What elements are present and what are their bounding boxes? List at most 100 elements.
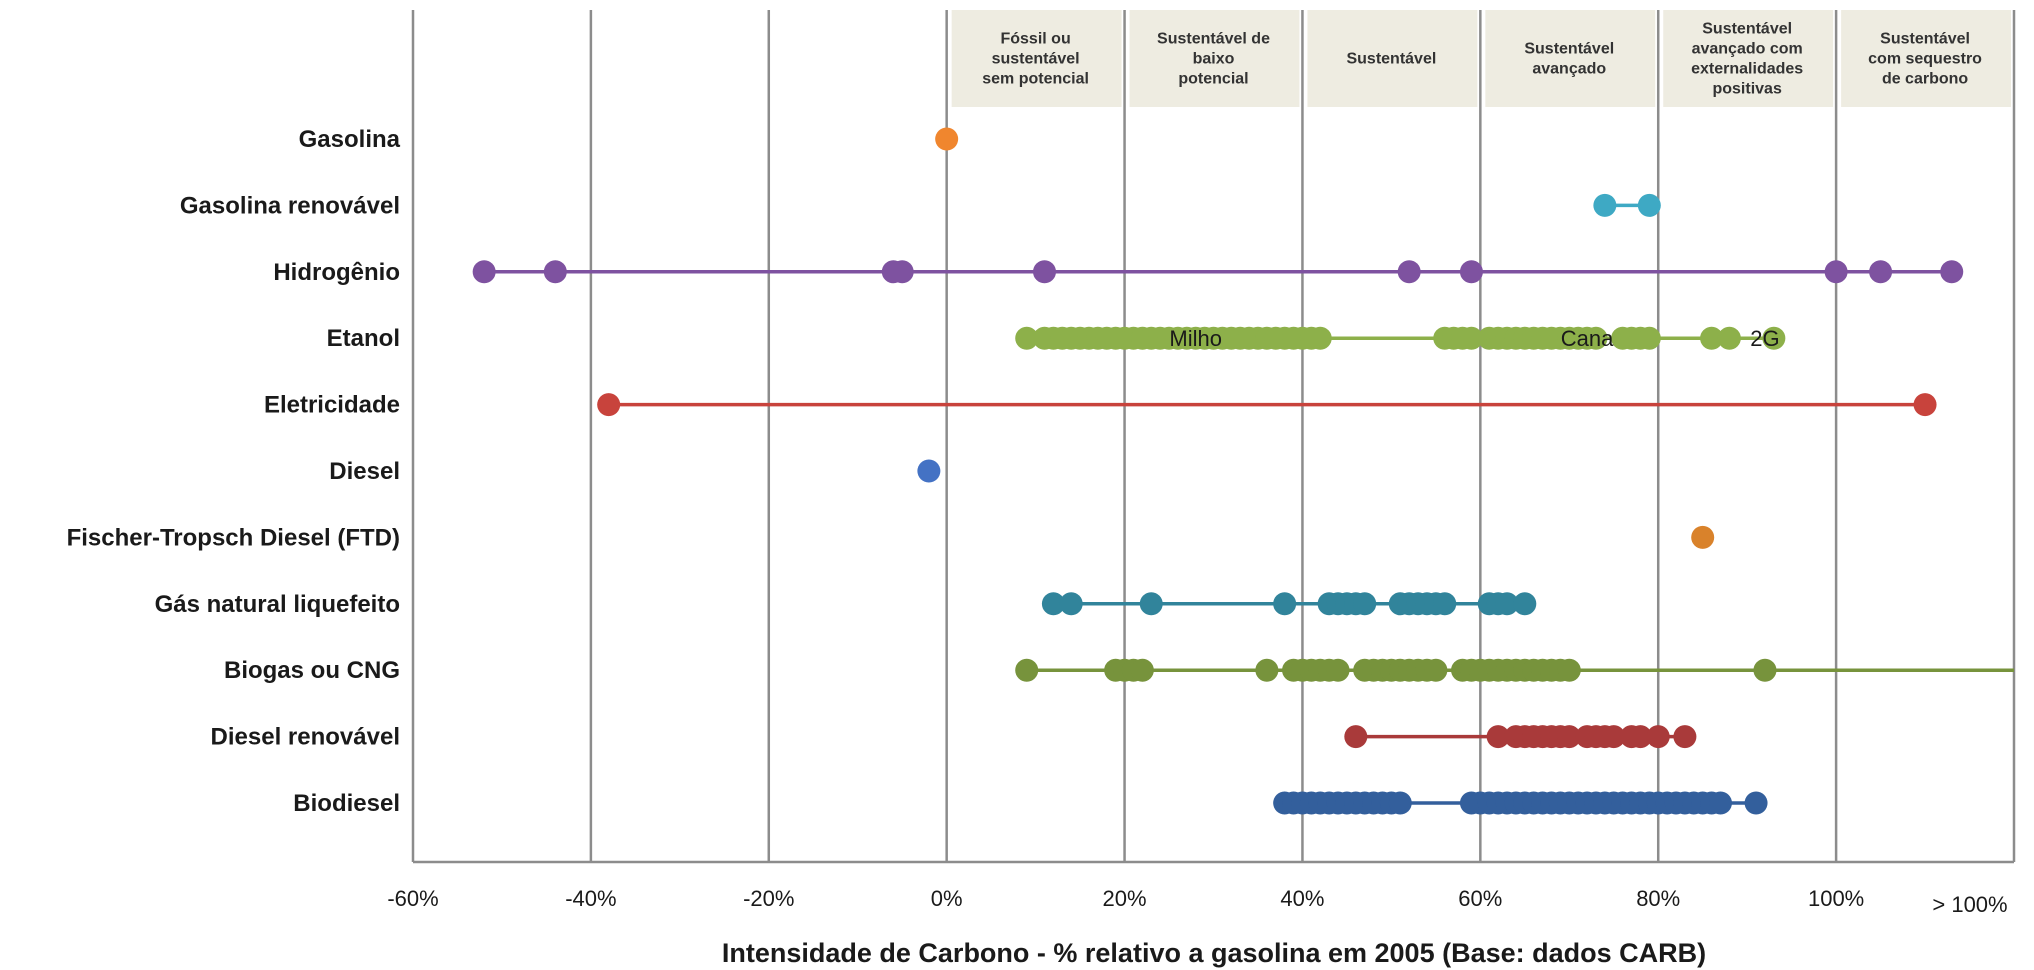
band-label-1-0: Sustentável de [1157, 31, 1270, 48]
band-label-5-1: com sequestro [1868, 51, 1982, 68]
band-2 [1307, 10, 1478, 107]
data-point [1139, 592, 1163, 616]
data-point [1700, 326, 1724, 350]
data-point [1673, 725, 1697, 749]
data-point [1459, 326, 1483, 350]
series-layer [472, 127, 2014, 815]
category-label: Gasolina [299, 126, 401, 153]
data-point [1913, 393, 1937, 417]
band-label-4-2: externalidades [1691, 61, 1803, 78]
data-point [1628, 725, 1652, 749]
category-label: Gasolina renovável [180, 192, 400, 219]
data-point [1041, 592, 1065, 616]
data-point [1486, 725, 1510, 749]
data-point [1015, 326, 1039, 350]
series-gas-natural-liquefeito [1041, 592, 1537, 616]
band-0 [951, 10, 1122, 107]
data-point [1344, 725, 1368, 749]
data-point [1388, 791, 1412, 815]
series-etanol [1015, 326, 1786, 350]
band-5 [1841, 10, 2011, 107]
category-label: Biogas ou CNG [224, 657, 400, 684]
data-point [1824, 260, 1848, 284]
category-bands: Fóssil ou sustentável sem potencial Sustent… [951, 10, 2011, 107]
series-fischer-tropsch-diesel-ftd [1691, 525, 1715, 549]
data-point [472, 260, 496, 284]
data-point [1637, 326, 1661, 350]
series-biodiesel [1273, 791, 1768, 815]
band-3 [1485, 10, 1656, 107]
band-label-3-0: Sustentável [1524, 41, 1614, 58]
series-eletricidade [597, 393, 1937, 417]
data-point [1584, 326, 1608, 350]
band-label-0-2: sem potencial [982, 71, 1089, 88]
data-point [1513, 592, 1537, 616]
band-label-4-3: positivas [1712, 81, 1781, 98]
data-point [1326, 658, 1350, 682]
data-point [1744, 791, 1768, 815]
data-point [1646, 725, 1670, 749]
data-point [1424, 658, 1448, 682]
data-point [1602, 725, 1626, 749]
category-label: Eletricidade [264, 392, 400, 419]
x-tick-label: 40% [1280, 886, 1324, 911]
x-tick-label: 80% [1636, 886, 1680, 911]
data-point [1353, 592, 1377, 616]
data-point [1637, 193, 1661, 217]
data-point [1433, 592, 1457, 616]
band-4 [1663, 10, 1834, 107]
data-point [1557, 725, 1581, 749]
category-label: Fischer-Tropsch Diesel (FTD) [67, 524, 400, 551]
grid-lines [411, 10, 2016, 862]
band-label-5-2: de carbono [1882, 71, 1968, 88]
series-hidrogenio [472, 260, 1964, 284]
data-point [1762, 326, 1786, 350]
category-label: Gás natural liquefeito [155, 591, 400, 618]
band-label-1-1: baixo [1193, 51, 1235, 68]
data-point [890, 260, 914, 284]
data-point [1059, 592, 1083, 616]
series-diesel-renovavel [1344, 725, 1697, 749]
category-label: Diesel renovável [211, 724, 400, 751]
x-tick-label: 20% [1103, 886, 1147, 911]
annotations: Milho Cana 2G [1169, 326, 1779, 351]
category-labels: Gasolina Gasolina renovável Hidrogênio Etan… [67, 126, 401, 817]
data-point [1308, 326, 1332, 350]
category-label: Biodiesel [293, 790, 400, 817]
band-label-4-0: Sustentável [1702, 21, 1792, 38]
data-point [1691, 525, 1715, 549]
x-tick-label: 0% [931, 886, 963, 911]
series-gasolina-renovavel [1593, 193, 1661, 217]
series-gasolina [935, 127, 959, 151]
x-tick-label-overflow: > 100% [1932, 892, 2007, 917]
data-point [1033, 260, 1057, 284]
category-label: Diesel [329, 458, 400, 485]
data-point [917, 459, 941, 483]
data-point [1708, 791, 1732, 815]
data-point [1495, 592, 1519, 616]
data-point [1717, 326, 1741, 350]
data-point [935, 127, 959, 151]
band-1 [1129, 10, 1300, 107]
data-point [1593, 193, 1617, 217]
data-point [1255, 658, 1279, 682]
band-label-5-0: Sustentável [1880, 31, 1970, 48]
data-point [1557, 658, 1581, 682]
series-biogas-ou-cng [1015, 658, 2014, 682]
band-label-0-0: Fóssil ou [1000, 31, 1070, 48]
category-label: Etanol [327, 325, 400, 352]
x-tick-label: 60% [1458, 886, 1502, 911]
x-tick-label: -40% [565, 886, 616, 911]
annotation-label: Cana [1561, 326, 1614, 351]
category-label: Hidrogênio [273, 259, 400, 286]
data-point [543, 260, 567, 284]
x-axis: -60% -40% -20% 0% 20% 40% 60% 80% 100% > 100% [387, 860, 2014, 917]
data-point [1397, 260, 1421, 284]
series-diesel [917, 459, 941, 483]
band-label-3-1: avançado [1532, 61, 1606, 78]
band-label-2-0: Sustentável [1346, 51, 1436, 68]
data-point [1015, 658, 1039, 682]
data-point [1273, 592, 1297, 616]
x-tick-label: -20% [743, 886, 794, 911]
